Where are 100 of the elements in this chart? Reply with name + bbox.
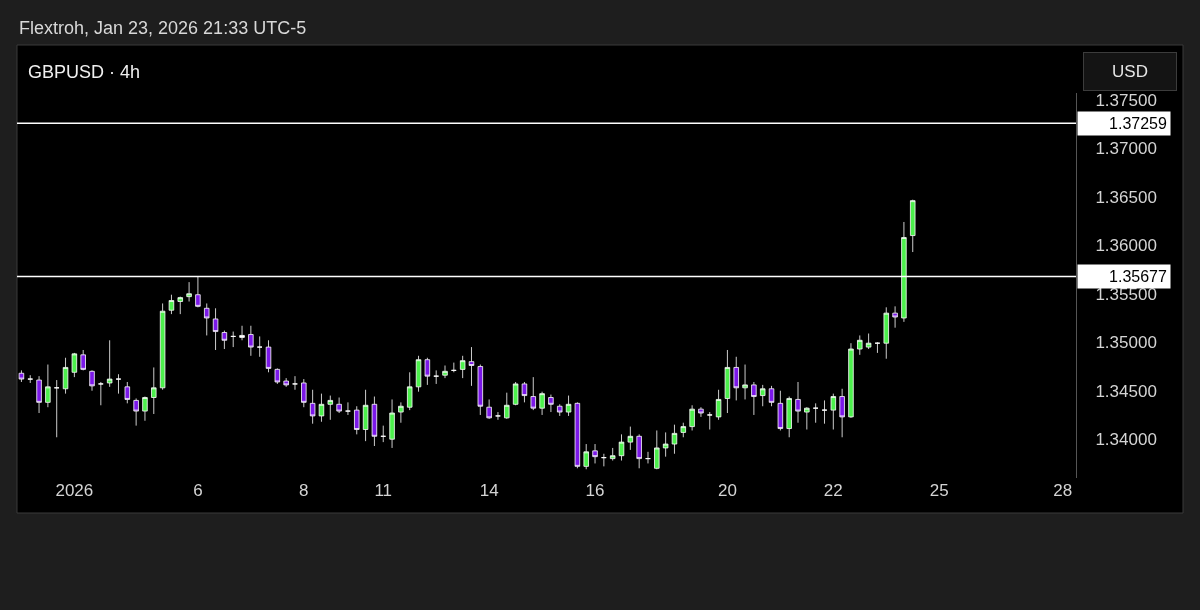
candlestick [318, 393, 325, 423]
candlestick [733, 356, 739, 401]
x-tick-label: 8 [299, 481, 309, 500]
candlestick [256, 336, 263, 358]
y-tick-label: 1.34500 [1095, 381, 1157, 401]
candlestick [442, 365, 448, 379]
candlestick [671, 424, 678, 455]
x-tick-label: 16 [585, 481, 605, 500]
candlestick [45, 364, 51, 408]
candlestick [27, 374, 33, 384]
candlestick [142, 396, 148, 422]
candlestick [777, 390, 784, 431]
candlestick [398, 401, 404, 424]
candlestick [451, 362, 457, 373]
candlestick [839, 388, 845, 438]
candlestick [662, 432, 669, 458]
candlestick [627, 426, 634, 451]
y-tick-label: 1.37000 [1095, 139, 1157, 159]
y-tick-label: 1.34000 [1095, 430, 1157, 450]
candlestick [354, 405, 360, 435]
candlestick [636, 433, 642, 469]
candlestick [539, 391, 545, 416]
candlestick [221, 330, 228, 350]
candlestick [830, 393, 837, 430]
chart-title: GBPUSD · 4h [28, 62, 141, 83]
candlestick [521, 381, 528, 403]
candlestick [698, 406, 704, 418]
ref-line-label: 1.35677 [1109, 268, 1167, 285]
x-tick-label: 28 [1053, 481, 1073, 500]
candlestick [592, 443, 598, 464]
candlestick [857, 335, 863, 356]
x-tick-label: 22 [823, 481, 843, 500]
candlestick [212, 307, 219, 351]
candlestick [327, 395, 333, 421]
candlestick [795, 381, 801, 424]
candlestick [821, 400, 828, 425]
candlestick [495, 411, 501, 421]
candlestick [786, 396, 792, 438]
candlestick [265, 339, 272, 373]
candlestick [159, 303, 166, 391]
candlestick [865, 333, 872, 350]
candlestick [415, 355, 422, 393]
candlestick [362, 389, 369, 442]
candlestick [812, 402, 819, 424]
candlestick [283, 377, 289, 388]
candlestick [106, 339, 113, 388]
candlestick [486, 399, 492, 420]
candlestick [424, 357, 431, 386]
candlestick [751, 381, 757, 416]
candlestick [133, 398, 139, 427]
candlestick [151, 367, 157, 415]
candlestick [371, 396, 378, 447]
candlestick [309, 389, 316, 425]
candlestick [18, 369, 25, 383]
candlestick [883, 306, 889, 360]
candlestick [380, 425, 386, 443]
y-tick-label: 1.35500 [1095, 284, 1157, 304]
candlestick [848, 342, 854, 419]
candlestick [71, 352, 78, 378]
candlestick [760, 384, 766, 407]
candlestick [689, 404, 695, 431]
candlestick [557, 403, 563, 417]
candlestick [574, 401, 581, 469]
candlestick [89, 369, 95, 392]
candlestick [583, 443, 589, 470]
x-tick-label: 14 [479, 481, 499, 500]
text: Flextroh, Jan 23, 2026 21:33 UTC-5 [19, 18, 307, 38]
candlestick [512, 381, 519, 406]
x-tick-label: 2026 [55, 481, 94, 500]
candlestick [548, 394, 554, 413]
candlestick [239, 325, 245, 341]
candlestick [468, 346, 475, 387]
x-tick-label: 6 [193, 481, 203, 500]
text: USD [1112, 62, 1148, 81]
y-tick-label: 1.35000 [1095, 333, 1157, 353]
candlestick [618, 433, 625, 461]
candlestick [62, 357, 69, 395]
candlestick [715, 389, 722, 421]
candlestick [248, 325, 254, 357]
candlestick [124, 381, 131, 404]
y-tick-label: 1.36000 [1095, 236, 1157, 256]
candlestick [115, 373, 122, 395]
candlestick [680, 422, 686, 438]
x-tick-label: 20 [717, 481, 737, 500]
candlestick [301, 378, 307, 408]
candlestick [459, 355, 466, 379]
ref-line-label: 1.37259 [1109, 115, 1167, 132]
candlestick [804, 406, 810, 430]
candlestick [874, 341, 881, 354]
y-tick-label: 1.36500 [1095, 187, 1157, 207]
candlestick [389, 399, 395, 449]
candlestick [530, 376, 536, 411]
x-tick-label: 11 [374, 481, 393, 500]
candlestick [892, 305, 898, 329]
candlestick [168, 294, 175, 315]
candlestick [36, 375, 42, 414]
candlestick [609, 447, 616, 461]
candlestick [407, 371, 413, 411]
candlestick [177, 296, 183, 315]
candlestick [565, 395, 572, 417]
